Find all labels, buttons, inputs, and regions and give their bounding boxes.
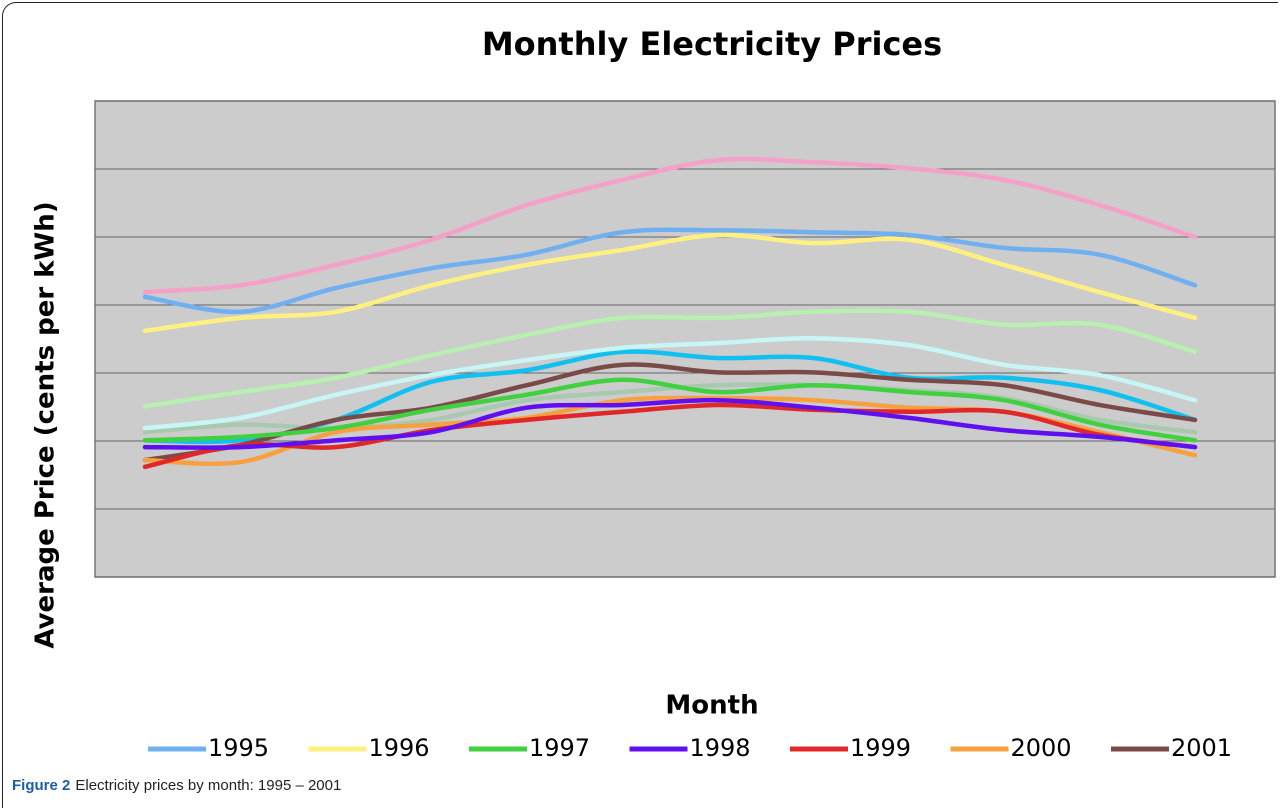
legend-label: 1995 [208, 734, 269, 762]
series-line [142, 397, 1198, 450]
legend-label: 1999 [850, 734, 911, 762]
series-line [142, 336, 1198, 431]
caption-label: Figure 2 [12, 777, 71, 794]
series-line [142, 308, 1198, 409]
series-line [142, 402, 1198, 470]
chart-title: Monthly Electricity Prices [482, 25, 942, 63]
legend-label: 1996 [369, 734, 430, 762]
y-axis-label: Average Price (cents per kWh) [31, 201, 61, 648]
x-axis-label: Month [665, 691, 758, 721]
legend-label: 2000 [1011, 734, 1072, 762]
chart: Monthly Electricity Prices Month Average… [31, 25, 1276, 762]
series-line [142, 227, 1198, 315]
legend-label: 1997 [529, 734, 590, 762]
series-line [142, 362, 1198, 463]
caption-text: Electricity prices by month: 1995 – 2001 [75, 777, 342, 794]
series-line [142, 156, 1198, 295]
series-line [142, 377, 1198, 443]
figure-caption: Figure 2 Electricity prices by month: 199… [12, 777, 341, 794]
series-line [142, 232, 1198, 334]
plot-area [94, 100, 1276, 578]
legend-label: 2001 [1171, 734, 1232, 762]
legend-label: 1998 [690, 734, 751, 762]
